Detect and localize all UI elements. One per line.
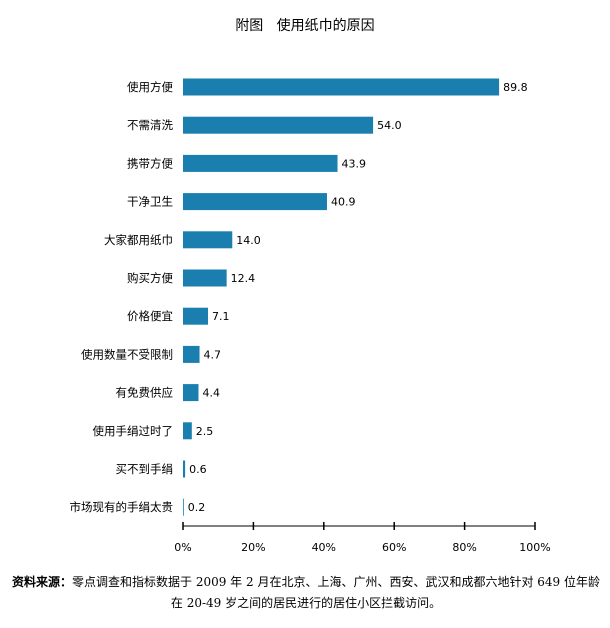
value-label: 12.4 — [231, 272, 256, 285]
value-label: 4.4 — [202, 387, 220, 400]
bar — [183, 345, 200, 363]
value-labels: 89.8 54.0 43.9 40.9 14.0 12.4 7.1 4.7 4.4 2.5 0.6 0… — [188, 81, 528, 514]
x-tick-label: 100% — [519, 541, 550, 554]
source-label: 资料来源： — [12, 575, 73, 589]
bar — [183, 154, 338, 172]
category-labels: 使用方便不需清洗携带方便干净卫生大家都用纸巾购买方便价格便宜使用数量不受限制有免… — [70, 80, 174, 514]
chart-title: 附图 使用纸巾的原因 — [235, 17, 374, 34]
bar — [183, 116, 374, 134]
bar — [183, 193, 327, 211]
value-label: 89.8 — [503, 81, 528, 94]
value-label: 40.9 — [331, 196, 356, 209]
x-tick-label: 60% — [382, 541, 406, 554]
value-label: 0.2 — [188, 501, 206, 514]
bar — [183, 498, 184, 516]
value-label: 43.9 — [342, 157, 367, 170]
category-label: 购买方便 — [127, 271, 173, 285]
category-label: 不需清洗 — [127, 118, 173, 132]
bar — [183, 307, 208, 325]
category-label: 携带方便 — [127, 156, 173, 170]
category-label: 价格便宜 — [127, 309, 173, 323]
category-label: 大家都用纸巾 — [104, 233, 173, 247]
bar — [183, 384, 199, 402]
category-label: 市场现有的手绢太贵 — [70, 500, 174, 514]
source-note: 资料来源：零点调查和指标数据于 2009 年 2 月在北京、上海、广州、西安、武… — [8, 572, 604, 614]
category-label: 使用方便 — [127, 80, 173, 94]
category-label: 买不到手绢 — [116, 462, 174, 476]
bar — [183, 78, 500, 96]
bar — [183, 422, 192, 440]
value-label: 7.1 — [212, 310, 230, 323]
x-tick-label: 20% — [241, 541, 265, 554]
bar — [183, 269, 227, 287]
bar — [183, 460, 186, 478]
value-label: 54.0 — [377, 119, 402, 132]
x-tick-label: 40% — [312, 541, 336, 554]
value-label: 14.0 — [236, 234, 261, 247]
category-label: 有免费供应 — [116, 386, 174, 400]
bar — [183, 231, 233, 249]
value-label: 2.5 — [196, 425, 214, 438]
category-label: 使用手绢过时了 — [93, 424, 174, 438]
x-axis: 0% 20% 40% 60% 80% 100% — [174, 522, 551, 554]
x-tick-label: 80% — [452, 541, 476, 554]
x-tick-label: 0% — [174, 541, 191, 554]
bar-chart: 附图 使用纸巾的原因 使用方便不需清洗携带方便干净卫生大家都用纸巾购买方便价格便… — [70, 17, 551, 554]
source-text: 零点调查和指标数据于 2009 年 2 月在北京、上海、广州、西安、武汉和成都六… — [72, 575, 600, 610]
category-label: 使用数量不受限制 — [81, 347, 173, 361]
value-label: 0.6 — [189, 463, 207, 476]
value-label: 4.7 — [204, 348, 222, 361]
bars — [183, 78, 500, 516]
category-label: 干净卫生 — [127, 195, 173, 209]
